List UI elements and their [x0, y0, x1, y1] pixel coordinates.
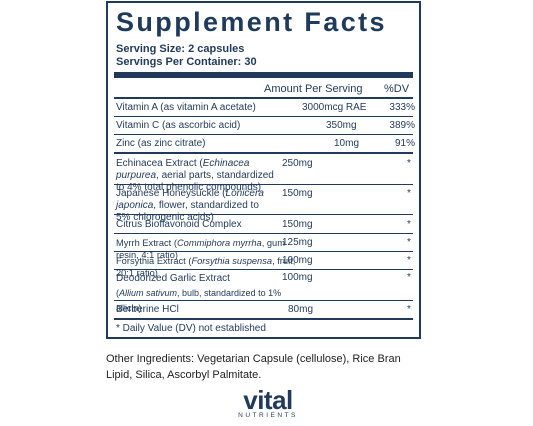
column-header-dv: %DV [384, 83, 410, 95]
ingredient-dv: * [407, 255, 411, 266]
ingredient-dv: * [407, 158, 411, 169]
footer-rule [114, 318, 413, 320]
ingredient-dv: * [407, 219, 411, 230]
nutrient-dv: 333% [389, 102, 415, 113]
ingredient-name: Echinacea Extract (Echinacea purpurea, a… [116, 158, 274, 193]
brand-logo: vital NUTRIENTS [238, 385, 298, 420]
supplement-facts-panel: Supplement Facts Serving Size: 2 capsule… [106, 1, 421, 339]
panel-title: Supplement Facts [116, 7, 387, 37]
nutrient-name: Zinc (as zinc citrate) [116, 138, 206, 149]
ingredient-name: Berberine HCl [116, 304, 179, 315]
row-divider [114, 269, 413, 270]
ingredient-name: Japanese Honeysuckle (Lonicera japonica,… [116, 188, 264, 223]
ingredient-dv: * [407, 272, 411, 283]
column-header-amount: Amount Per Serving [264, 83, 363, 95]
row-divider [114, 251, 413, 252]
nutrient-dv: 91% [394, 138, 415, 149]
serving-size: Serving Size: 2 capsules [116, 43, 245, 55]
ingredient-amount: 100mg [282, 272, 313, 283]
ingredient-amount: 150mg [282, 219, 313, 230]
nutrient-name: Vitamin C (as ascorbic acid) [116, 120, 241, 131]
brand-subtitle: NUTRIENTS [238, 412, 298, 419]
ingredient-name: Myrrh Extract (Commiphora myrrha, gum re… [116, 238, 285, 260]
dv-footnote: * Daily Value (DV) not established [116, 323, 266, 334]
ingredient-name: Citrus Bioflavonoid Complex [116, 219, 242, 230]
other-ingredients: Other Ingredients: Vegetarian Capsule (c… [106, 353, 401, 381]
row-divider [114, 134, 413, 135]
servings-per-container: Servings Per Container: 30 [116, 56, 257, 68]
ingredient-dv: * [407, 188, 411, 199]
nutrient-amount: 10mg [334, 138, 360, 149]
brand-name: vital [243, 385, 293, 415]
ingredient-amount: 150mg [282, 188, 313, 199]
row-divider [114, 300, 413, 301]
ingredient-amount: 125mg [282, 237, 313, 248]
header-rule [114, 97, 413, 99]
nutrient-dv: 389% [389, 120, 415, 131]
ingredient-name: Deodorized Garlic Extract (Allium sativum… [116, 273, 282, 313]
nutrient-amount: 350mg [326, 120, 357, 131]
ingredient-dv: * [407, 304, 411, 315]
nutrient-name: Vitamin A (as vitamin A acetate) [116, 102, 256, 113]
ingredient-amount: 80mg [288, 304, 314, 315]
ingredient-amount: 100mg [282, 255, 313, 266]
section-rule [114, 152, 413, 154]
ingredient-amount: 250mg [282, 158, 313, 169]
row-divider [114, 116, 413, 117]
ingredient-dv: * [407, 237, 411, 248]
row-divider [114, 233, 413, 234]
row-divider [114, 184, 413, 185]
thick-rule [114, 72, 413, 78]
nutrient-amount: 3000mcg RAE [302, 102, 367, 113]
ingredient-name: Forsythia Extract (Forsythia suspensa, f… [116, 256, 296, 278]
row-divider [114, 214, 413, 215]
